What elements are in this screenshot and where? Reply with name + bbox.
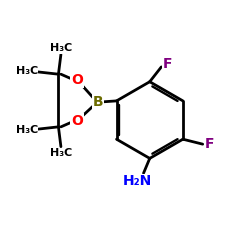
Text: H₃C: H₃C [16, 66, 38, 76]
Text: H₃C: H₃C [50, 148, 72, 158]
Text: F: F [163, 57, 172, 71]
Text: B: B [93, 95, 103, 109]
Text: O: O [71, 74, 83, 88]
Text: F: F [205, 137, 214, 151]
Text: H₃C: H₃C [16, 125, 38, 135]
Text: O: O [71, 114, 83, 128]
Text: H₂N: H₂N [123, 174, 152, 188]
Text: H₃C: H₃C [50, 43, 72, 53]
